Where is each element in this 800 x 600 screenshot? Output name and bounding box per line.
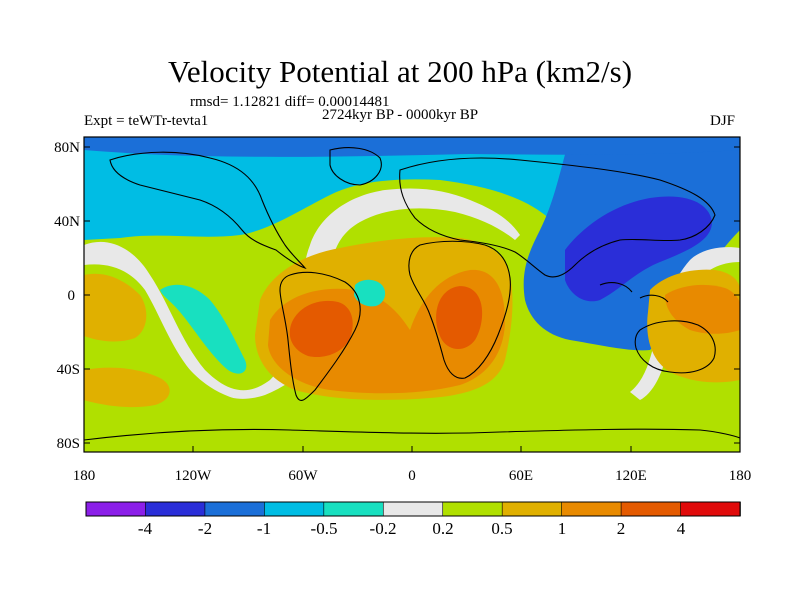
colorbar-segment — [561, 501, 622, 517]
contour-field — [84, 137, 740, 452]
colorbar-segment — [323, 501, 385, 517]
x-tick-label: 0 — [408, 468, 416, 484]
colorbar-segment — [264, 501, 325, 517]
season-label: DJF — [710, 113, 736, 129]
east-pacific-gold-region — [84, 273, 147, 342]
colorbar-segment — [501, 501, 563, 517]
experiment-label: Expt = teWTr-tevta1 — [84, 113, 209, 129]
arctic-med-blue-strip — [84, 137, 740, 157]
x-tick-label: 120W — [174, 468, 212, 484]
colorbar-segment — [680, 501, 741, 517]
south-america-maximum — [289, 300, 353, 358]
eurasia-coast — [399, 157, 716, 278]
rmsd-diff-stats: rmsd= 1.12821 diff= 0.00014481 — [190, 94, 390, 110]
colorbar-label: -1 — [256, 519, 272, 538]
map-title: Velocity Potential at 200 hPa (km2/s) — [167, 54, 633, 89]
maritime-continent-coast — [599, 282, 669, 303]
australia-coast — [634, 320, 716, 374]
y-tick-label: 40N — [54, 214, 80, 230]
colorbar-segment — [145, 501, 206, 517]
north-america-coast — [109, 151, 307, 270]
south-america-coast — [279, 271, 361, 401]
colorbar-label: 0.2 — [432, 519, 454, 538]
antarctica-coast — [84, 428, 740, 441]
colorbar-label: 4 — [676, 519, 686, 538]
colorbar-label: 1 — [557, 519, 567, 538]
east-white-curve — [630, 247, 740, 400]
greenland-coast — [329, 147, 382, 186]
colorbar-frame — [85, 501, 741, 517]
x-tick-label: 60W — [288, 468, 318, 484]
south-yellow-green-belt — [84, 289, 740, 452]
axis-ticks — [83, 146, 741, 452]
colorbar-label: 2 — [616, 519, 626, 538]
y-tick-label: 80N — [54, 140, 80, 156]
colorbar — [85, 501, 741, 517]
south-pacific-teal-band — [160, 284, 247, 374]
time-period-label: 2724kyr BP - 0000kyr BP — [322, 107, 479, 123]
colorbar-label: 0.5 — [491, 519, 513, 538]
atlantic-teal-patch — [354, 279, 386, 307]
colorbar-segment — [204, 501, 266, 517]
colorbar-label: -0.5 — [310, 519, 338, 538]
y-tick-label: 0 — [67, 288, 76, 304]
x-tick-label: 180 — [72, 468, 96, 484]
coastlines — [84, 147, 740, 441]
south-pacific-gold-region — [84, 367, 170, 408]
colorbar-label: -0.2 — [369, 519, 397, 538]
africa-maximum — [436, 286, 483, 349]
colorbar-segment — [442, 501, 503, 517]
colorbar-segment — [620, 501, 682, 517]
africa-coast — [408, 240, 511, 379]
y-tick-label: 40S — [56, 362, 80, 378]
x-tick-label: 180 — [728, 468, 752, 484]
x-tick-label: 120E — [615, 468, 647, 484]
west-pacific-dark-blue-core — [565, 196, 712, 302]
colorbar-label: -2 — [197, 519, 213, 538]
x-tick-label: 60E — [508, 468, 534, 484]
colorbar-label: -4 — [137, 519, 153, 538]
colorbar-segment — [85, 501, 147, 517]
colorbar-segment — [382, 501, 444, 517]
y-tick-label: 80S — [56, 436, 80, 452]
